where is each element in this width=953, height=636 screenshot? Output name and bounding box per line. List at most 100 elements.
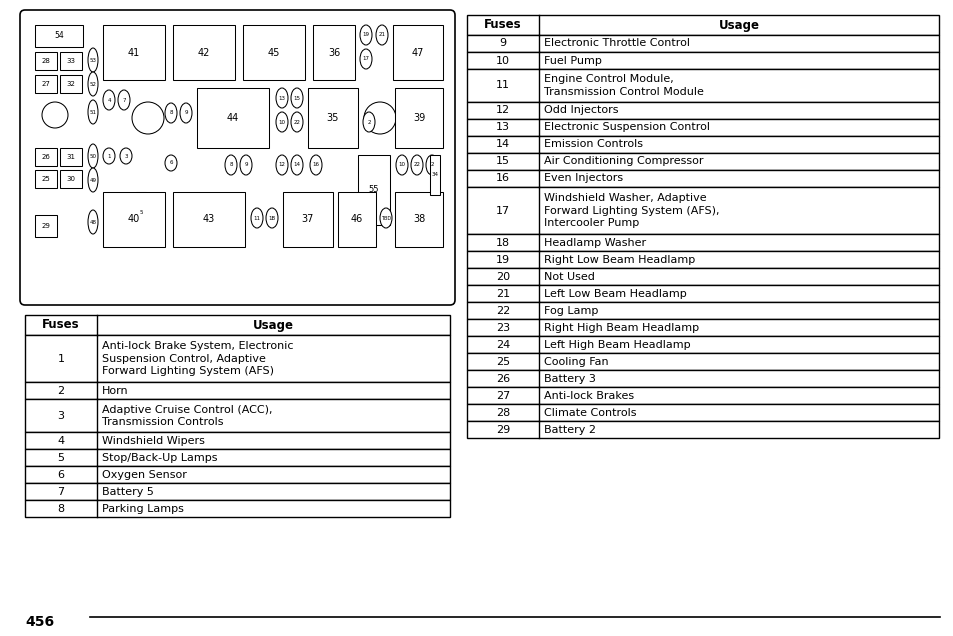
Ellipse shape — [411, 155, 422, 175]
Text: Horn: Horn — [102, 386, 129, 396]
Text: Windshield Washer, Adaptive
Forward Lighting System (AFS),
Intercooler Pump: Windshield Washer, Adaptive Forward Ligh… — [543, 193, 719, 228]
FancyBboxPatch shape — [20, 10, 455, 305]
Bar — [172, 25, 234, 80]
Text: 15: 15 — [496, 156, 510, 167]
Text: 8: 8 — [229, 163, 233, 167]
Ellipse shape — [426, 155, 437, 175]
Bar — [283, 192, 333, 247]
Bar — [467, 136, 938, 153]
Ellipse shape — [266, 208, 277, 228]
Bar — [172, 192, 245, 247]
Text: 24: 24 — [496, 340, 510, 350]
Bar — [136, 192, 146, 232]
Ellipse shape — [88, 72, 98, 96]
Text: 6: 6 — [57, 470, 65, 480]
Text: 18: 18 — [496, 238, 510, 248]
Text: Stop/Back-Up Lamps: Stop/Back-Up Lamps — [102, 453, 217, 463]
Bar — [467, 387, 938, 404]
Text: Not Used: Not Used — [543, 272, 595, 282]
Bar — [25, 501, 450, 517]
Text: 5: 5 — [139, 209, 143, 214]
Text: 49: 49 — [90, 177, 96, 183]
Text: 20: 20 — [496, 272, 510, 282]
Bar — [467, 353, 938, 370]
Text: 19: 19 — [496, 255, 510, 265]
Text: Engine Control Module,
Transmission Control Module: Engine Control Module, Transmission Cont… — [543, 74, 703, 97]
Text: 16: 16 — [313, 163, 319, 167]
Bar — [25, 382, 450, 399]
Text: 456: 456 — [25, 615, 54, 629]
Bar — [60, 52, 82, 70]
Bar — [467, 302, 938, 319]
Text: Emission Controls: Emission Controls — [543, 139, 642, 149]
Bar — [25, 449, 450, 466]
Text: 8: 8 — [169, 111, 172, 116]
Text: 14: 14 — [294, 163, 300, 167]
Circle shape — [42, 102, 68, 128]
Ellipse shape — [180, 103, 192, 123]
Bar — [60, 75, 82, 93]
Ellipse shape — [363, 112, 375, 132]
Text: 32: 32 — [67, 81, 75, 87]
Ellipse shape — [375, 25, 388, 45]
Circle shape — [132, 102, 164, 134]
Bar — [467, 234, 938, 251]
Ellipse shape — [310, 155, 322, 175]
Text: 42: 42 — [197, 48, 210, 57]
Text: 22: 22 — [413, 163, 420, 167]
Text: 9: 9 — [184, 111, 188, 116]
Text: 55: 55 — [369, 186, 379, 195]
Text: 52: 52 — [90, 81, 96, 86]
Text: Odd Injectors: Odd Injectors — [543, 106, 618, 115]
Text: Usage: Usage — [253, 319, 294, 331]
Text: 17: 17 — [496, 205, 510, 216]
Text: 3: 3 — [124, 153, 128, 158]
Bar — [467, 187, 938, 234]
Text: Fog Lamp: Fog Lamp — [543, 306, 598, 315]
Text: Headlamp Washer: Headlamp Washer — [543, 238, 645, 248]
Text: 19: 19 — [362, 32, 369, 38]
Bar — [467, 268, 938, 286]
Text: 27: 27 — [42, 81, 51, 87]
Ellipse shape — [165, 155, 177, 171]
Bar — [467, 336, 938, 353]
Bar — [467, 15, 938, 35]
Text: 28: 28 — [42, 58, 51, 64]
Text: 13: 13 — [278, 95, 285, 100]
Text: 48: 48 — [90, 219, 96, 225]
Bar — [35, 25, 83, 47]
Text: Electronic Throttle Control: Electronic Throttle Control — [543, 39, 689, 48]
Bar — [467, 52, 938, 69]
Text: 33: 33 — [67, 58, 75, 64]
Ellipse shape — [291, 155, 303, 175]
Ellipse shape — [359, 49, 372, 69]
Text: 50: 50 — [90, 153, 96, 158]
Text: 9: 9 — [499, 39, 506, 48]
Bar — [467, 35, 938, 52]
Text: 10: 10 — [496, 55, 510, 66]
Bar — [467, 102, 938, 119]
Text: Parking Lamps: Parking Lamps — [102, 504, 184, 514]
Text: Air Conditioning Compressor: Air Conditioning Compressor — [543, 156, 702, 167]
Text: 45: 45 — [268, 48, 280, 57]
Text: Battery 3: Battery 3 — [543, 374, 596, 384]
Text: 17: 17 — [362, 57, 369, 62]
Ellipse shape — [118, 90, 130, 110]
Text: 12: 12 — [496, 106, 510, 115]
Text: 37: 37 — [301, 214, 314, 225]
Ellipse shape — [88, 144, 98, 168]
Text: 2: 2 — [430, 163, 434, 167]
Text: 10: 10 — [278, 120, 285, 125]
Text: 41: 41 — [128, 48, 140, 57]
Text: Cooling Fan: Cooling Fan — [543, 357, 608, 367]
Ellipse shape — [240, 155, 252, 175]
Text: 40: 40 — [128, 214, 140, 225]
Text: 9: 9 — [244, 163, 248, 167]
Text: Anti-lock Brake System, Electronic
Suspension Control, Adaptive
Forward Lighting: Anti-lock Brake System, Electronic Suspe… — [102, 342, 294, 376]
Text: 6: 6 — [169, 160, 172, 165]
Ellipse shape — [291, 112, 303, 132]
Text: 26: 26 — [42, 154, 51, 160]
Text: TBD: TBD — [380, 216, 391, 221]
Ellipse shape — [103, 148, 115, 164]
Text: 30: 30 — [67, 176, 75, 182]
